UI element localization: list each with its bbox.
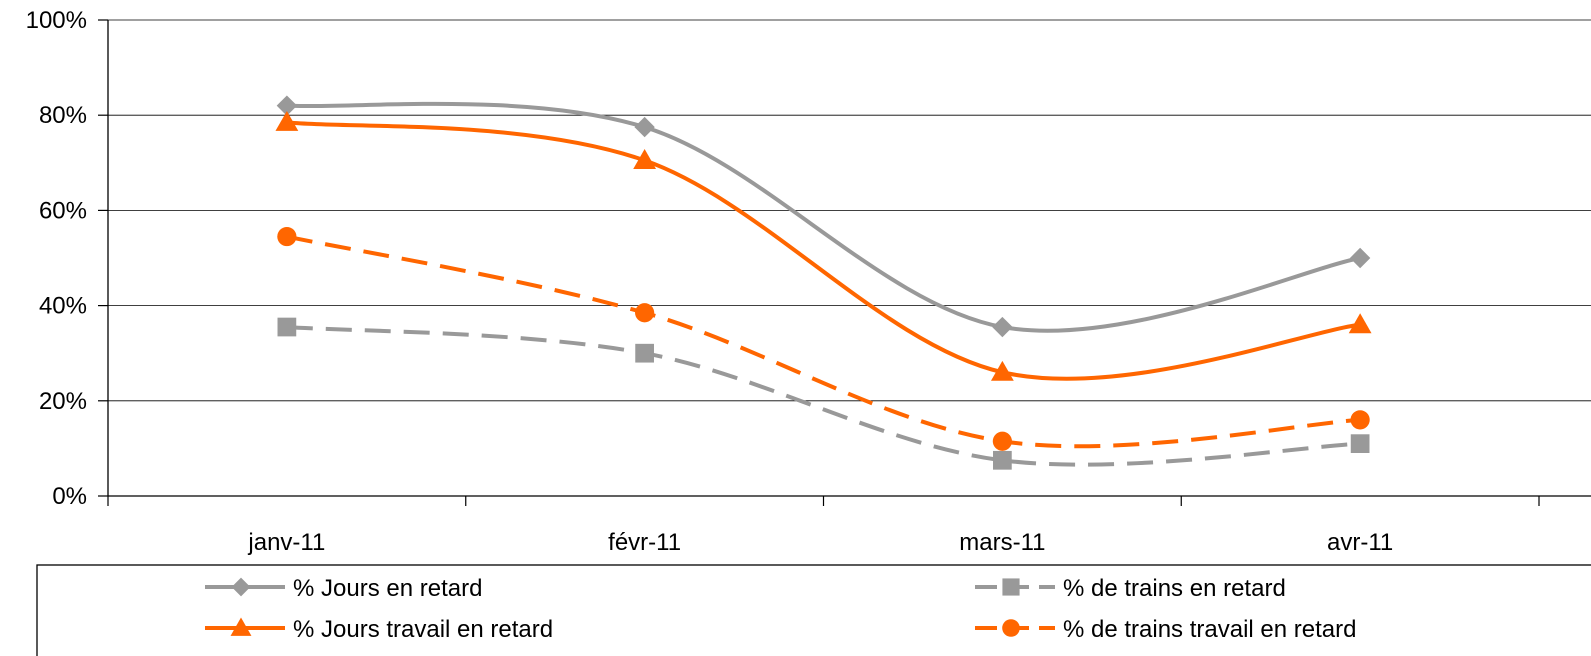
data-point-circle <box>277 226 297 247</box>
data-point-triangle <box>275 110 299 131</box>
data-point-diamond <box>992 316 1013 338</box>
y-tick-label: 60% <box>39 197 87 224</box>
x-tick-label: févr-11 <box>608 529 681 556</box>
x-tick-label: avr-11 <box>1327 529 1393 556</box>
legend-swatch-square <box>1002 578 1020 596</box>
series-line <box>286 325 1361 467</box>
legend-swatch-triangle <box>230 617 252 636</box>
legend-label: % de trains en retard <box>1063 575 1286 602</box>
data-point-square <box>277 317 297 337</box>
axes <box>107 20 1591 497</box>
legend-label: % Jours travail en retard <box>293 616 553 643</box>
data-point-circle <box>635 303 655 323</box>
series-line <box>286 120 1361 381</box>
legend-label: % de trains travail en retard <box>1063 616 1356 643</box>
y-axis-ticks: 0% 20% 40% 60% 80% 100% <box>26 7 108 510</box>
legend-box <box>36 564 1591 656</box>
y-tick-label: 40% <box>39 293 87 320</box>
data-point-diamond <box>1349 247 1371 269</box>
data-point-triangle <box>1348 313 1372 334</box>
x-tick-label: janv-11 <box>247 529 325 556</box>
data-point-square <box>635 343 654 363</box>
series-line <box>286 234 1361 449</box>
gridlines <box>108 19 1591 402</box>
data-point-triangle <box>990 360 1014 381</box>
legend-label: % Jours en retard <box>293 575 482 602</box>
legend-swatch-circle <box>1002 619 1020 637</box>
data-point-circle <box>1350 410 1370 430</box>
series-line <box>286 101 1361 333</box>
series-markers <box>275 95 1372 470</box>
data-point-square <box>1350 434 1370 453</box>
data-point-diamond <box>634 116 655 138</box>
data-point-square <box>993 450 1012 470</box>
x-tick-label: mars-11 <box>959 529 1045 556</box>
y-tick-label: 20% <box>39 388 87 415</box>
x-axis-ticks: janv-11 févr-11 mars-11 avr-11 <box>107 496 1540 556</box>
data-point-circle <box>992 431 1012 451</box>
legend: % Jours en retard % de trains en retard % … <box>36 564 1591 656</box>
y-tick-label: 80% <box>39 102 87 129</box>
legend-swatch-diamond <box>231 577 251 597</box>
series-lines <box>286 101 1361 467</box>
y-tick-label: 100% <box>26 7 87 34</box>
data-point-diamond <box>276 95 298 116</box>
y-tick-label: 0% <box>52 483 87 510</box>
data-point-triangle <box>633 149 657 169</box>
